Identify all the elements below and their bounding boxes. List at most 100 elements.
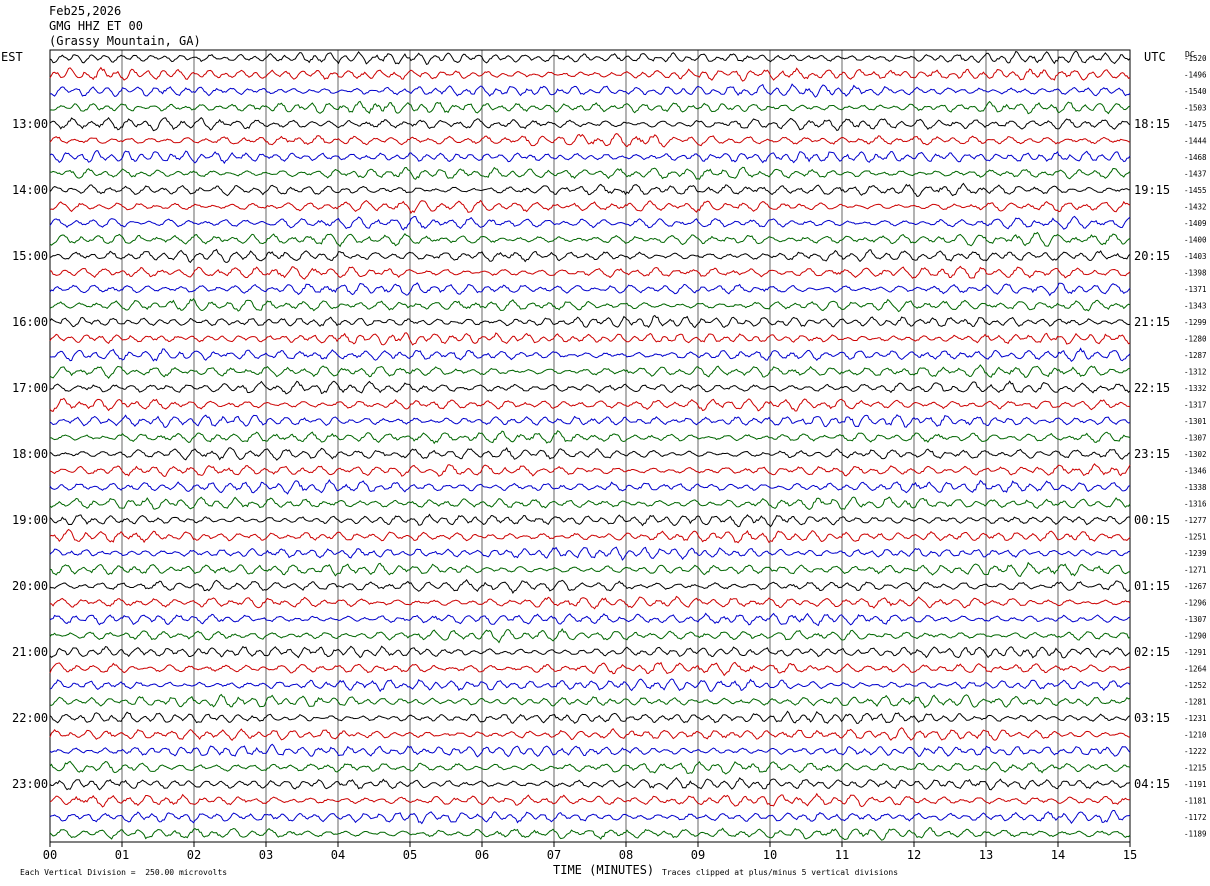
- seismic-trace: [49, 727, 1131, 742]
- x-tick-label: 03: [259, 848, 273, 862]
- left-hour-label: 19:00: [12, 513, 48, 527]
- x-tick-label: 05: [403, 848, 417, 862]
- seismic-trace: [49, 578, 1131, 595]
- dc-offset-label: -1540: [1184, 87, 1207, 96]
- x-tick-label: 07: [547, 848, 561, 862]
- dc-offset-label: -1172: [1184, 813, 1207, 822]
- right-timezone-label: UTC: [1144, 50, 1166, 64]
- clip-note: Traces clipped at plus/minus 5 vertical …: [662, 868, 899, 877]
- seismic-trace: [49, 380, 1131, 395]
- left-hour-label: 16:00: [12, 315, 48, 329]
- dc-offset-label: -1307: [1184, 434, 1207, 443]
- seismic-trace: [49, 463, 1131, 478]
- dc-offset-label: -1468: [1184, 153, 1207, 162]
- dc-offset-label: -1189: [1184, 830, 1207, 839]
- left-hour-label: 17:00: [12, 381, 48, 395]
- right-hour-label: 02:15: [1134, 645, 1170, 659]
- x-tick-label: 11: [835, 848, 849, 862]
- seismic-trace: [49, 809, 1131, 825]
- dc-offset-label: -1302: [1184, 450, 1207, 459]
- left-hour-label: 13:00: [12, 117, 48, 131]
- seismic-trace: [49, 546, 1131, 561]
- x-tick-label: 13: [979, 848, 993, 862]
- dc-offset-label: -1239: [1184, 549, 1207, 558]
- seismic-trace: [49, 83, 1131, 98]
- seismic-trace: [49, 612, 1131, 627]
- right-hour-label: 00:15: [1134, 513, 1170, 527]
- dc-offset-label: -1520: [1184, 54, 1207, 63]
- seismic-trace: [49, 150, 1131, 165]
- seismic-trace: [49, 297, 1131, 313]
- seismic-trace: [49, 561, 1131, 577]
- seismic-trace: [49, 627, 1131, 644]
- left-hour-label: 21:00: [12, 645, 48, 659]
- location-label: (Grassy Mountain, GA): [49, 34, 201, 48]
- right-hour-label: 22:15: [1134, 381, 1170, 395]
- seismic-trace: [49, 661, 1131, 677]
- seismic-trace: [49, 645, 1131, 659]
- dc-offset-label: -1371: [1184, 285, 1207, 294]
- dc-offset-label: -1403: [1184, 252, 1207, 261]
- dc-offset-label: -1267: [1184, 582, 1207, 591]
- dc-offset-label: -1277: [1184, 516, 1207, 525]
- dc-offset-label: -1210: [1184, 731, 1207, 740]
- dc-offset-label: -1338: [1184, 483, 1207, 492]
- dc-offset-label: -1291: [1184, 648, 1207, 657]
- dc-offset-label: -1231: [1184, 714, 1207, 723]
- left-timezone-label: EST: [1, 50, 23, 64]
- left-hour-label: 23:00: [12, 777, 48, 791]
- x-tick-label: 08: [619, 848, 633, 862]
- seismic-trace: [49, 446, 1131, 461]
- seismic-trace: [49, 215, 1131, 231]
- dc-offset-label: -1398: [1184, 269, 1207, 278]
- seismic-trace: [49, 50, 1131, 66]
- right-hour-label: 18:15: [1134, 117, 1170, 131]
- date-label: Feb25,2026: [49, 4, 122, 18]
- right-hour-label: 20:15: [1134, 249, 1170, 263]
- dc-offset-label: -1222: [1184, 747, 1207, 756]
- right-hour-label: 01:15: [1134, 579, 1170, 593]
- dc-offset-label: -1290: [1184, 632, 1207, 641]
- seismic-trace: [49, 282, 1131, 297]
- plot-frame: [49, 49, 1131, 843]
- dc-offset-label: -1299: [1184, 318, 1207, 327]
- seismic-trace: [49, 693, 1131, 709]
- station-label: GMG HHZ ET 00: [49, 19, 143, 33]
- x-tick-label: 15: [1123, 848, 1137, 862]
- right-hour-label: 23:15: [1134, 447, 1170, 461]
- dc-offset-label: -1332: [1184, 384, 1207, 393]
- seismic-trace: [49, 743, 1131, 758]
- x-tick-label: 02: [187, 848, 201, 862]
- seismic-trace: [49, 776, 1131, 791]
- seismic-trace: [49, 347, 1131, 363]
- seismic-trace: [49, 66, 1131, 82]
- right-hour-label: 04:15: [1134, 777, 1170, 791]
- seismic-trace: [49, 678, 1131, 693]
- dc-offset-label: -1496: [1184, 71, 1207, 80]
- right-hour-label: 03:15: [1134, 711, 1170, 725]
- seismic-trace: [49, 595, 1131, 610]
- x-tick-label: 00: [43, 848, 57, 862]
- seismic-trace: [49, 116, 1131, 132]
- dc-offset-label: -1287: [1184, 351, 1207, 360]
- dc-offset-label: -1280: [1184, 335, 1207, 344]
- seismic-trace: [49, 513, 1131, 528]
- seismic-trace: [49, 792, 1130, 808]
- x-tick-label: 10: [763, 848, 777, 862]
- dc-offset-label: -1316: [1184, 500, 1207, 509]
- seismic-trace: [49, 710, 1131, 725]
- x-tick-label: 12: [907, 848, 921, 862]
- seismic-trace: [49, 760, 1131, 775]
- dc-offset-label: -1252: [1184, 681, 1207, 690]
- dc-offset-label: -1432: [1184, 203, 1207, 212]
- seismic-trace: [49, 528, 1131, 544]
- seismic-trace: [49, 478, 1131, 495]
- right-hour-label: 21:15: [1134, 315, 1170, 329]
- left-hour-label: 18:00: [12, 447, 48, 461]
- x-tick-label: 04: [331, 848, 345, 862]
- seismic-trace: [49, 364, 1131, 379]
- left-hour-label: 15:00: [12, 249, 48, 263]
- seismic-trace: [49, 430, 1131, 445]
- dc-offset-label: -1312: [1184, 368, 1207, 377]
- dc-offset-label: -1400: [1184, 236, 1207, 245]
